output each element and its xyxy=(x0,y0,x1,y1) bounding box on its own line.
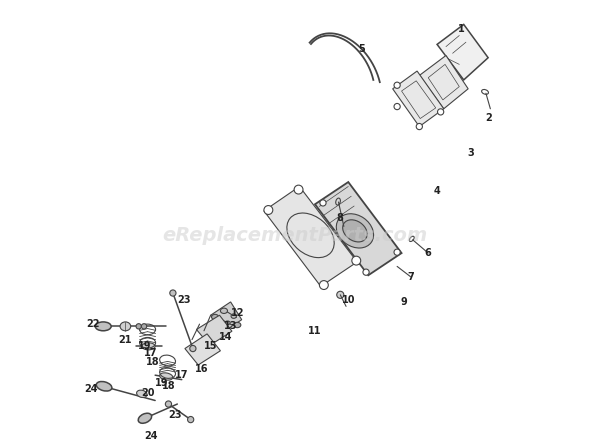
Text: 15: 15 xyxy=(204,341,217,351)
Polygon shape xyxy=(196,315,232,345)
Text: 10: 10 xyxy=(342,295,355,305)
Polygon shape xyxy=(419,56,468,109)
Polygon shape xyxy=(393,71,444,127)
Text: 1: 1 xyxy=(458,24,465,34)
Ellipse shape xyxy=(142,324,147,329)
Text: 19: 19 xyxy=(138,341,152,351)
Ellipse shape xyxy=(319,281,328,289)
Ellipse shape xyxy=(394,249,400,255)
Ellipse shape xyxy=(416,123,422,130)
Polygon shape xyxy=(264,186,357,286)
Text: 12: 12 xyxy=(231,308,244,318)
Text: 24: 24 xyxy=(84,384,97,393)
Text: 13: 13 xyxy=(224,321,237,331)
Ellipse shape xyxy=(136,324,142,329)
Text: 18: 18 xyxy=(146,357,160,367)
Text: 17: 17 xyxy=(175,370,189,380)
Ellipse shape xyxy=(352,256,360,265)
Text: 8: 8 xyxy=(336,213,343,222)
Text: 16: 16 xyxy=(195,364,208,373)
Text: 7: 7 xyxy=(407,273,414,282)
Text: 14: 14 xyxy=(219,333,233,342)
Text: 9: 9 xyxy=(401,297,407,307)
Text: 3: 3 xyxy=(467,148,474,158)
Text: eReplacementParts.com: eReplacementParts.com xyxy=(162,226,428,245)
Text: 18: 18 xyxy=(162,381,175,391)
Ellipse shape xyxy=(438,109,444,115)
Text: 23: 23 xyxy=(177,295,191,305)
Ellipse shape xyxy=(120,322,131,331)
Ellipse shape xyxy=(95,322,111,331)
Ellipse shape xyxy=(170,290,176,296)
Polygon shape xyxy=(185,334,221,365)
Ellipse shape xyxy=(142,343,155,350)
Ellipse shape xyxy=(316,219,322,225)
Text: 11: 11 xyxy=(308,326,322,336)
Ellipse shape xyxy=(231,314,237,318)
Ellipse shape xyxy=(160,373,173,380)
Ellipse shape xyxy=(190,345,196,352)
Ellipse shape xyxy=(137,390,147,397)
Ellipse shape xyxy=(264,206,273,214)
Text: 20: 20 xyxy=(141,388,155,398)
Text: 6: 6 xyxy=(425,248,431,258)
Ellipse shape xyxy=(165,401,172,407)
Text: 19: 19 xyxy=(155,378,169,388)
Ellipse shape xyxy=(337,291,344,298)
Polygon shape xyxy=(315,182,402,275)
Ellipse shape xyxy=(212,314,219,320)
Ellipse shape xyxy=(96,381,112,391)
Ellipse shape xyxy=(234,322,241,328)
Ellipse shape xyxy=(394,82,400,88)
Polygon shape xyxy=(211,302,242,332)
Ellipse shape xyxy=(363,269,369,275)
Text: 23: 23 xyxy=(168,410,182,420)
Ellipse shape xyxy=(294,185,303,194)
Text: 24: 24 xyxy=(144,431,158,441)
Text: 2: 2 xyxy=(485,113,491,123)
Text: 22: 22 xyxy=(86,319,100,329)
Ellipse shape xyxy=(221,308,228,313)
Ellipse shape xyxy=(336,214,373,248)
Ellipse shape xyxy=(225,321,230,325)
Ellipse shape xyxy=(320,200,326,206)
Text: 4: 4 xyxy=(434,186,441,196)
Ellipse shape xyxy=(138,413,152,423)
Polygon shape xyxy=(437,24,488,80)
Ellipse shape xyxy=(188,416,194,423)
Text: 21: 21 xyxy=(119,335,132,345)
Ellipse shape xyxy=(343,220,367,242)
Text: 17: 17 xyxy=(144,348,158,358)
Text: 5: 5 xyxy=(358,44,365,54)
Ellipse shape xyxy=(394,103,400,110)
